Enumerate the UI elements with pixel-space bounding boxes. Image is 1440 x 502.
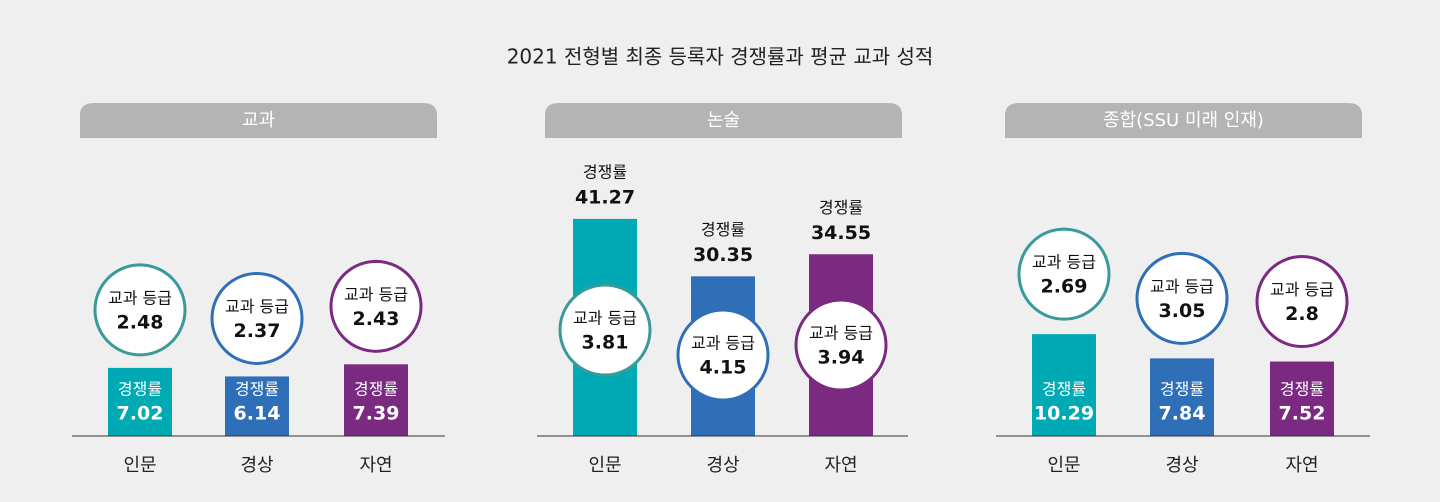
panel-header (545, 103, 902, 138)
x-tick-label: 경상 (1165, 455, 1198, 476)
x-tick-label: 자연 (824, 455, 857, 476)
x-tick-label: 인문 (123, 455, 156, 476)
bar-value-label: 34.55 (811, 222, 871, 244)
panel-title: 교과 (242, 110, 275, 131)
grade-circle (1017, 227, 1111, 321)
grade-circle (558, 283, 652, 377)
grade-value: 2.8 (1285, 303, 1319, 325)
bar (108, 367, 172, 436)
bar (344, 364, 408, 436)
bar-value-label: 10.29 (1034, 403, 1094, 425)
grade-value: 2.37 (234, 320, 281, 342)
grade-label: 교과 등급 (108, 288, 172, 307)
grade-label: 교과 등급 (809, 324, 873, 343)
bar (225, 376, 289, 436)
grade-label: 교과 등급 (1270, 280, 1334, 299)
x-tick-label: 자연 (1285, 455, 1318, 476)
grade-circle (210, 271, 304, 365)
bar-series-label: 경쟁률 (819, 198, 863, 217)
bar-series-label: 경쟁률 (118, 380, 162, 399)
grade-label: 교과 등급 (344, 285, 408, 304)
x-tick-label: 자연 (359, 455, 392, 476)
grade-value: 3.05 (1159, 300, 1206, 322)
bar-series-label: 경쟁률 (235, 380, 279, 399)
grade-value: 3.81 (582, 332, 629, 354)
panel-header (80, 103, 437, 138)
grade-circle (676, 308, 770, 402)
grade-circle (794, 298, 888, 392)
grade-label: 교과 등급 (1032, 253, 1096, 272)
bar (1032, 334, 1096, 436)
grade-circle (1255, 255, 1349, 349)
bar-series-label: 경쟁률 (1280, 380, 1324, 399)
bar-series-label: 경쟁률 (354, 380, 398, 399)
panel-title: 종합(SSU 미래 인재) (1103, 110, 1264, 131)
bar (1150, 358, 1214, 436)
bar-value-label: 7.84 (1159, 403, 1206, 425)
bar-series-label: 경쟁률 (701, 220, 745, 239)
bar-series-label: 경쟁률 (583, 162, 627, 181)
bar-value-label: 30.35 (693, 244, 753, 266)
grade-label: 교과 등급 (573, 309, 637, 328)
grade-value: 2.69 (1041, 276, 1088, 298)
grade-value: 4.15 (700, 357, 747, 379)
x-tick-label: 경상 (240, 455, 273, 476)
bar-value-label: 7.39 (353, 403, 400, 425)
grade-value: 3.94 (818, 347, 865, 369)
bar-value-label: 7.52 (1279, 403, 1326, 425)
grade-value: 2.48 (117, 311, 164, 333)
bar-series-label: 경쟁률 (1160, 380, 1204, 399)
panel-title: 논술 (707, 110, 740, 131)
panel-header (1005, 103, 1362, 138)
bar (1270, 361, 1334, 436)
bar-value-label: 7.02 (117, 403, 164, 425)
bar-value-label: 41.27 (575, 186, 635, 208)
x-tick-label: 인문 (588, 455, 621, 476)
grade-label: 교과 등급 (691, 334, 755, 353)
bar-value-label: 6.14 (234, 403, 281, 425)
grade-label: 교과 등급 (225, 297, 289, 316)
grade-label: 교과 등급 (1150, 277, 1214, 296)
x-tick-label: 인문 (1047, 455, 1080, 476)
grade-value: 2.43 (353, 308, 400, 330)
grade-circle (93, 263, 187, 357)
x-tick-label: 경상 (706, 455, 739, 476)
grade-circle (329, 259, 423, 353)
grade-circle (1135, 251, 1229, 345)
page-title: 2021 전형별 최종 등록자 경쟁률과 평균 교과 성적 (507, 45, 934, 69)
bar-series-label: 경쟁률 (1042, 380, 1086, 399)
